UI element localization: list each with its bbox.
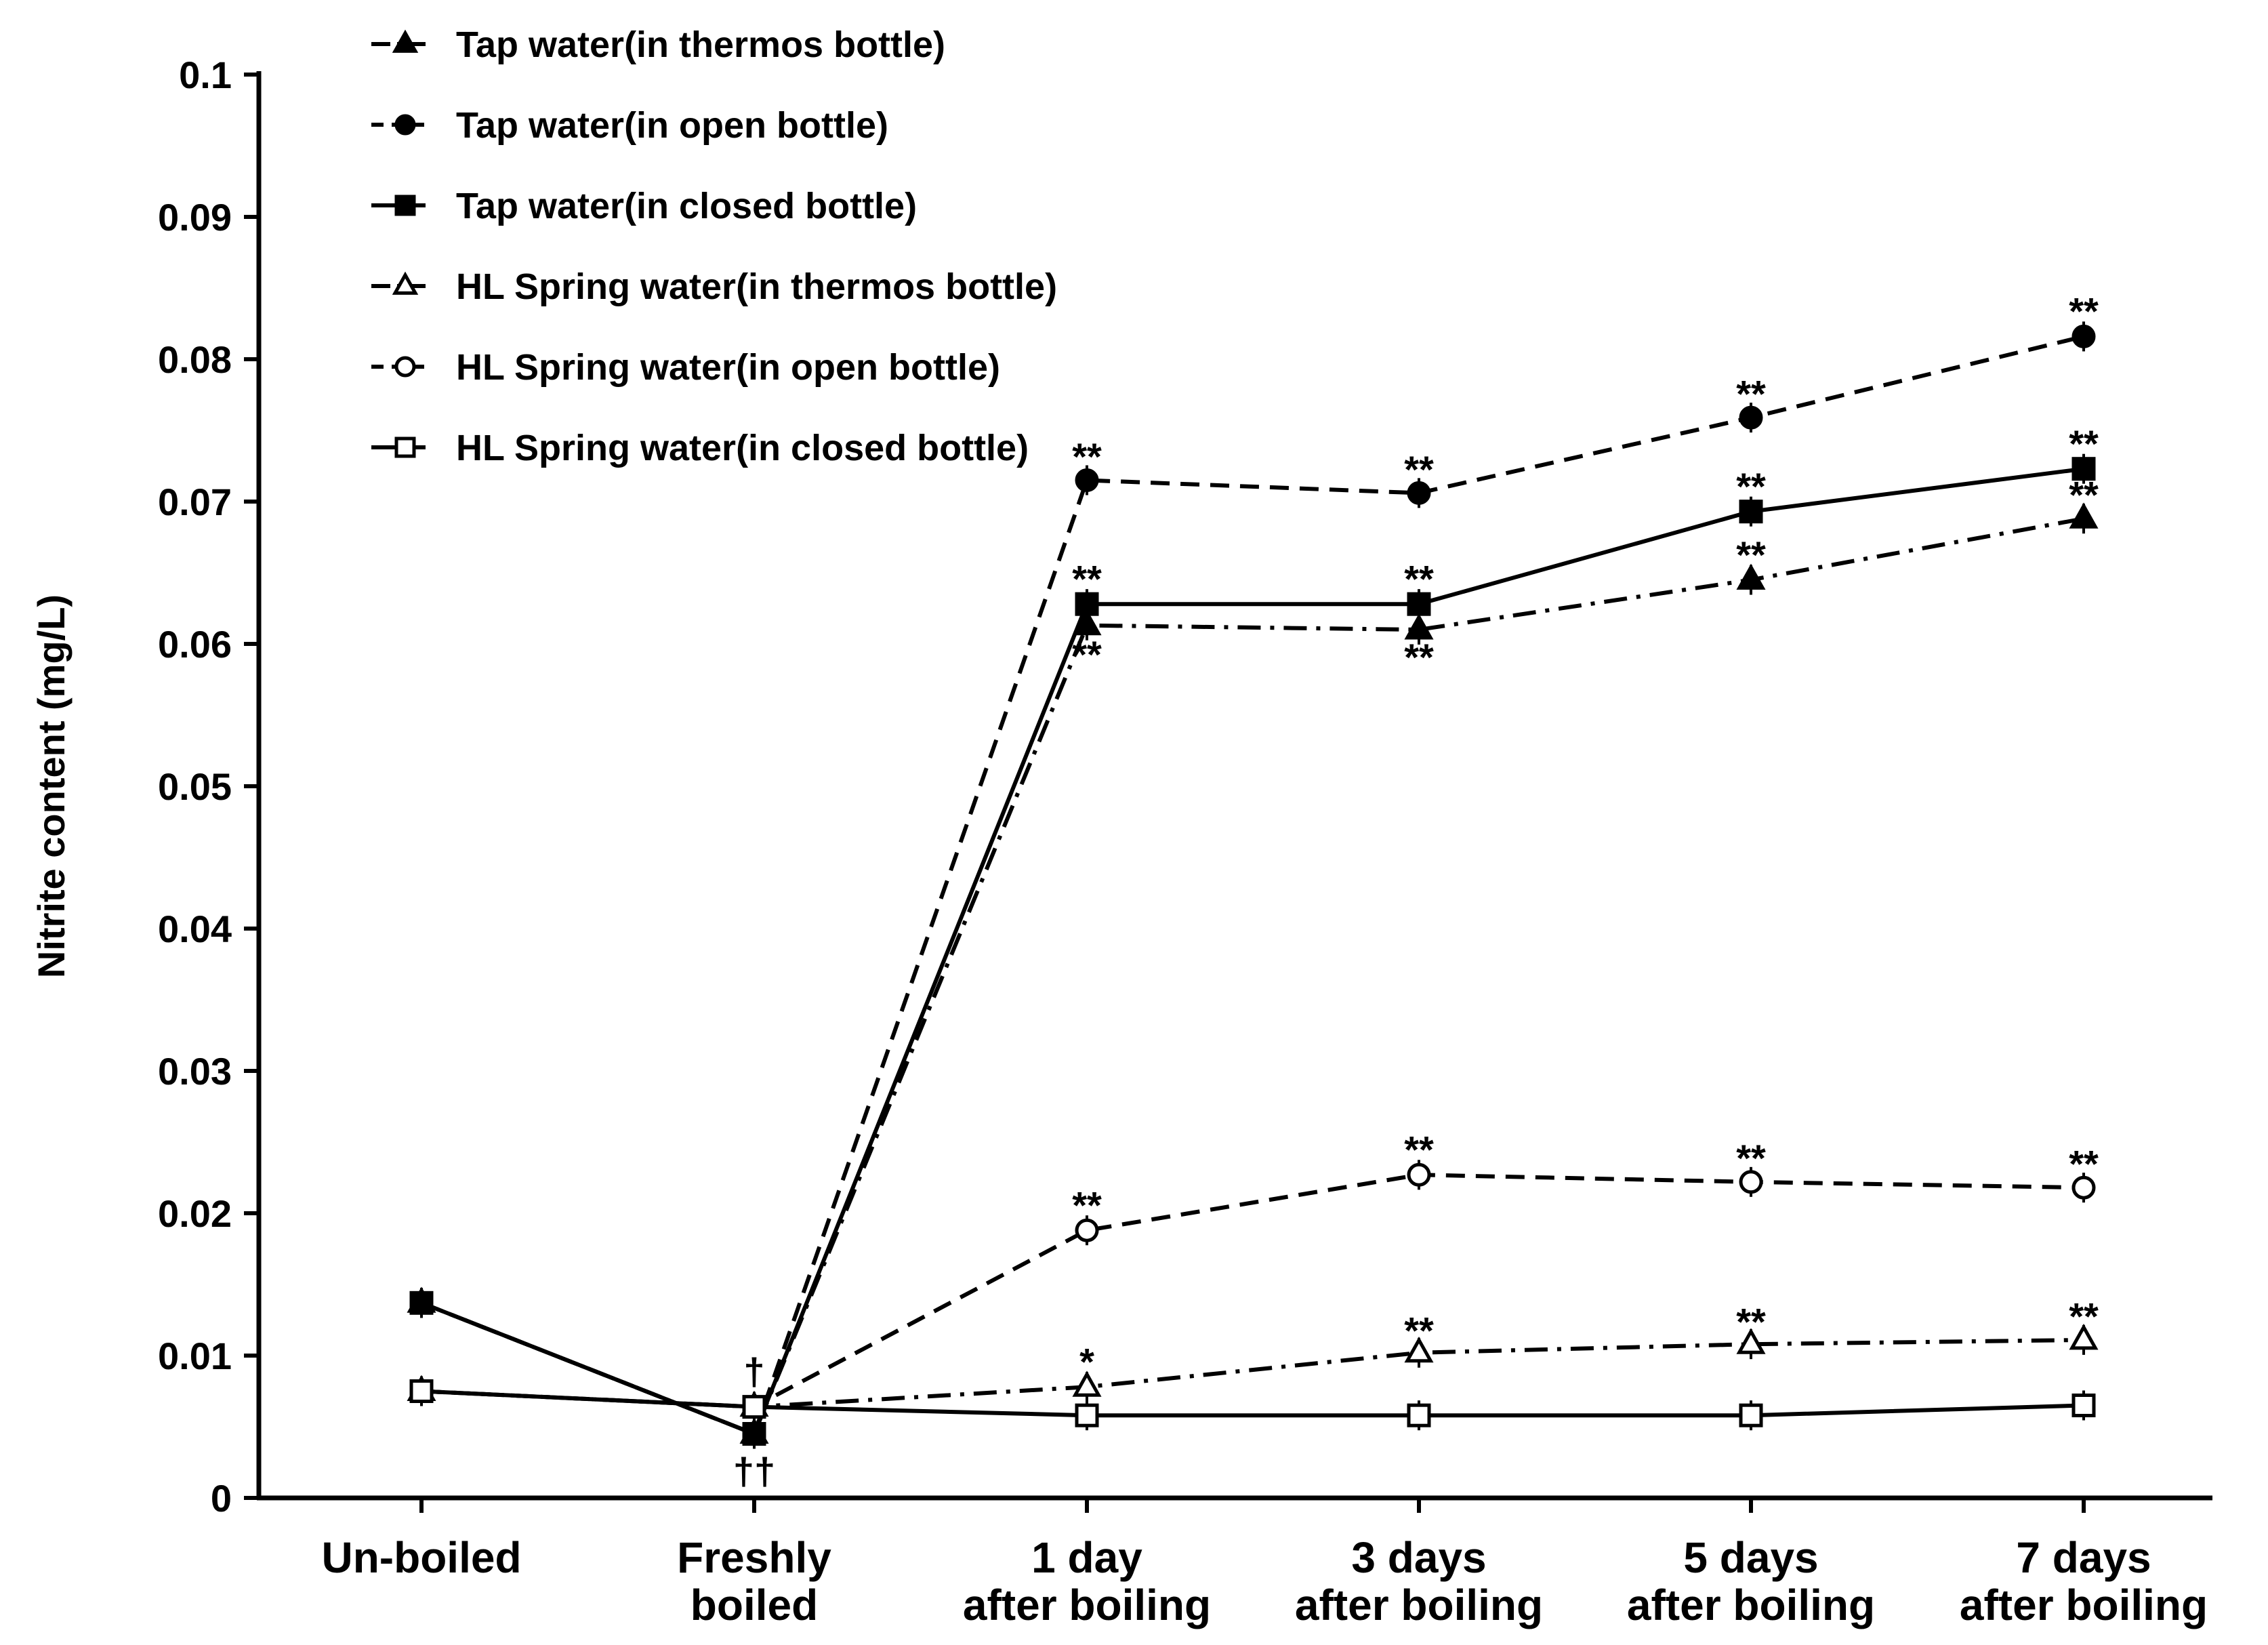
significance-mark: ** [1072, 633, 1102, 676]
data-point [409, 1291, 434, 1315]
data-point [394, 436, 416, 458]
legend-label: Tap water(in open bottle) [456, 105, 888, 146]
data-point [1407, 1403, 1431, 1427]
data-point [1404, 613, 1434, 640]
x-tick-label: 7 days [2016, 1533, 2151, 1582]
significance-mark: ** [1072, 435, 1102, 478]
data-point [1072, 1370, 1102, 1397]
significance-mark: ** [2069, 422, 2099, 465]
data-point [2071, 457, 2096, 481]
data-point [2071, 1394, 2096, 1417]
data-point [394, 195, 416, 216]
data-point [742, 1395, 766, 1419]
x-tick-label: Un-boiled [321, 1533, 521, 1582]
significance-mark: ** [1072, 558, 1102, 601]
significance-mark: ** [1404, 636, 1434, 678]
significance-mark: ** [1404, 1309, 1434, 1352]
series-line [421, 1389, 2084, 1418]
y-tick-label: 0.07 [158, 481, 232, 523]
legend: Tap water(in thermos bottle) Tap water(in… [371, 24, 1057, 468]
legend-label: HL Spring water(in closed bottle) [456, 428, 1029, 468]
significance-mark: † [743, 1350, 764, 1393]
data-point [1739, 1170, 1763, 1194]
significance-mark: ** [1404, 448, 1434, 491]
significance-mark: ** [1736, 533, 1766, 576]
y-tick-label: 0.08 [158, 338, 232, 381]
y-tick-label: 0.1 [179, 54, 232, 96]
x-tick-label: Freshly [677, 1533, 831, 1582]
significance-mark: ** [2069, 474, 2099, 516]
data-point [394, 356, 416, 378]
data-point [1075, 1218, 1099, 1242]
significance-mark: ** [2069, 1143, 2099, 1185]
significance-mark: ** [1404, 558, 1434, 601]
x-tick-label: 3 days [1351, 1533, 1486, 1582]
data-point [392, 29, 419, 53]
data-point [1407, 592, 1431, 616]
data-point [2071, 1175, 2096, 1200]
significance-mark: ** [1736, 373, 1766, 415]
series-line [421, 1173, 2084, 1409]
data-point [1404, 1336, 1434, 1363]
data-point [1075, 592, 1099, 616]
data-point [1407, 481, 1431, 505]
data-point [2071, 324, 2096, 348]
y-tick-label: 0.04 [158, 908, 232, 950]
data-point [1075, 468, 1099, 492]
x-tick-label: 1 day [1031, 1533, 1142, 1582]
data-point [409, 1379, 434, 1403]
legend-label: HL Spring water(in open bottle) [456, 347, 1000, 388]
data-point [742, 1422, 766, 1446]
data-point [1736, 563, 1766, 590]
legend-label: HL Spring water(in thermos bottle) [456, 266, 1057, 307]
axes: 0 0.01 0.02 0.03 0.04 0.05 0.06 0.07 0.08 0.09 0.1… [30, 54, 2212, 1629]
significance-mark: ** [1736, 1137, 1766, 1179]
y-tick-label: 0.01 [158, 1335, 232, 1377]
significance-mark: ** [1404, 1129, 1434, 1171]
data-point [1736, 1328, 1766, 1354]
x-tick-label: after boiling [1627, 1581, 1875, 1629]
significance-mark: ** [2069, 1295, 2099, 1337]
data-point [1739, 1403, 1763, 1427]
significance-mark: * [1079, 1341, 1094, 1383]
significance-mark: ** [2069, 290, 2099, 333]
data-point [1739, 405, 1763, 430]
y-tick-label: 0 [211, 1477, 232, 1520]
series-group [407, 321, 2099, 1449]
significance-mark: †† [733, 1450, 775, 1492]
x-tick-label: after boiling [963, 1581, 1211, 1629]
data-point [394, 114, 416, 136]
x-tick-label: after boiling [1295, 1581, 1543, 1629]
y-tick-label: 0.03 [158, 1050, 232, 1093]
data-point [1407, 1162, 1431, 1187]
series-line [421, 1337, 2084, 1409]
annotations: ***************************************†… [733, 290, 2099, 1492]
x-tick-label: boiled [690, 1581, 818, 1629]
data-point [392, 271, 419, 295]
data-point [2069, 1324, 2099, 1350]
significance-mark: ** [1736, 1301, 1766, 1343]
data-point [1739, 500, 1763, 524]
series-line [420, 516, 2084, 1436]
data-point [1072, 609, 1102, 636]
significance-mark: ** [1072, 1184, 1102, 1227]
x-tick-label: after boiling [1960, 1581, 2208, 1629]
y-axis-label: Nitrite content (mg/L) [30, 594, 73, 978]
y-tick-label: 0.02 [158, 1192, 232, 1235]
series-line [420, 466, 2084, 1436]
y-tick-label: 0.05 [158, 765, 232, 808]
data-point [1075, 1403, 1099, 1427]
x-tick-label: 5 days [1683, 1533, 1818, 1582]
significance-mark: ** [1736, 465, 1766, 508]
series-line [420, 334, 2084, 1436]
y-tick-label: 0.06 [158, 623, 232, 666]
y-tick-label: 0.09 [158, 196, 232, 239]
data-point [2069, 502, 2099, 529]
legend-label: Tap water(in thermos bottle) [456, 24, 945, 65]
legend-label: Tap water(in closed bottle) [456, 186, 917, 226]
